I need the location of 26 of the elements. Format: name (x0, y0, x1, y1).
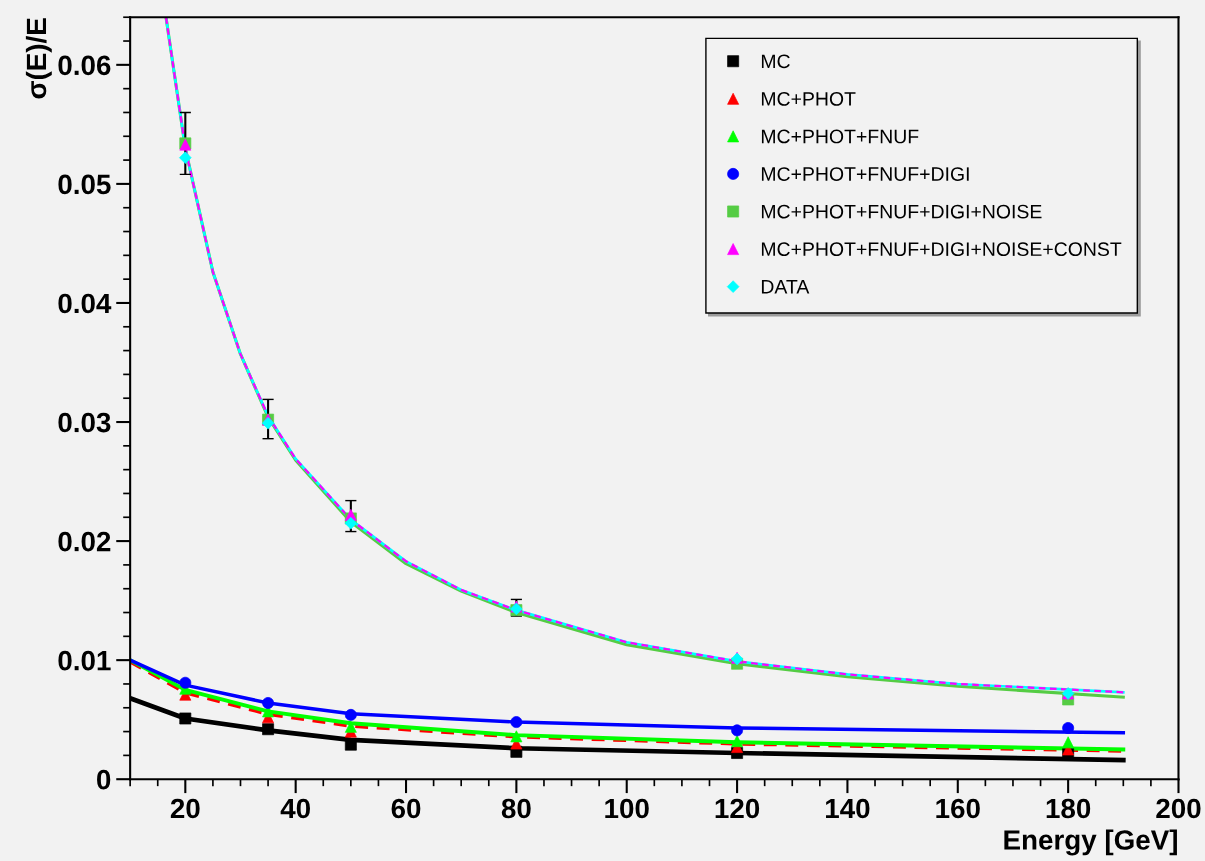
x-tick-label: 20 (170, 798, 200, 819)
legend-label: MC+PHOT+FNUF+DIGI+NOISE+CONST (761, 242, 1122, 257)
y-tick-label: 0.03 (58, 412, 111, 433)
y-tick-label: 0.01 (58, 650, 111, 671)
x-tick-label: 140 (826, 798, 870, 819)
x-tick-label: 60 (391, 798, 421, 819)
x-axis-title: Energy [GeV] (1004, 829, 1177, 856)
legend-label: MC+PHOT+FNUF+DIGI+NOISE (761, 204, 1042, 219)
legend-label: DATA (761, 280, 810, 294)
y-tick-label: 0.04 (58, 293, 112, 314)
legend-label: MC+PHOT+FNUF+DIGI (761, 167, 969, 181)
y-tick-label: 0.02 (58, 531, 111, 552)
x-tick-label: 200 (1156, 798, 1201, 819)
x-tick-label: 120 (715, 798, 760, 819)
y-tick-label: 0.06 (58, 55, 111, 76)
y-tick-label: 0 (97, 769, 111, 790)
y-tick-label: 0.05 (58, 174, 111, 195)
y-axis-title: σ(E)/E (25, 18, 52, 99)
legend-label: MC+PHOT+FNUF (761, 129, 919, 144)
x-tick-label: 160 (936, 798, 980, 819)
x-tick-label: 100 (605, 798, 649, 819)
x-tick-label: 40 (280, 798, 310, 819)
x-tick-label: 80 (501, 798, 531, 819)
x-tick-label: 180 (1046, 798, 1091, 819)
legend-label: MC (761, 54, 790, 69)
legend-label: MC+PHOT (761, 92, 856, 106)
